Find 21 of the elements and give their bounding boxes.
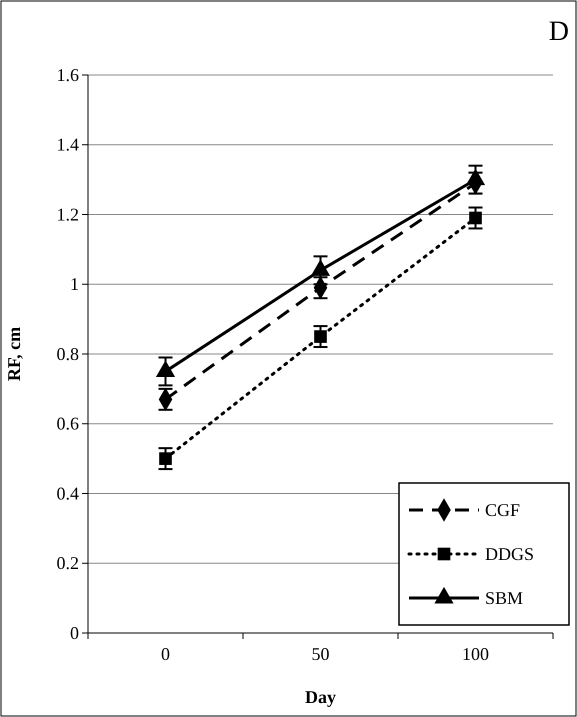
y-tick-label: 0.2 [56, 553, 79, 574]
chart-title: D [548, 16, 569, 47]
y-tick-label: 0.4 [56, 483, 79, 504]
y-axis-title: RF, cm [4, 326, 24, 382]
y-tick-label: 1.6 [56, 64, 79, 85]
y-tick-label: 0.6 [56, 414, 79, 434]
y-tick-label: 1.2 [56, 204, 79, 224]
point [469, 212, 482, 224]
legend-label: CGF [485, 500, 520, 520]
x-tick-label: 100 [462, 644, 489, 664]
y-tick-label: 0 [70, 622, 79, 643]
x-tick-label: 0 [161, 644, 170, 664]
y-tick-label: 1 [70, 274, 79, 294]
x-tick-label: 50 [312, 644, 330, 664]
y-tick-label: 0.8 [56, 344, 79, 364]
legend-label: SBM [485, 588, 524, 608]
y-tick-label: 1.4 [56, 134, 79, 155]
legend-label: DDGS [485, 544, 534, 564]
point [314, 330, 327, 343]
point [159, 452, 172, 465]
x-axis-title: Day [305, 687, 336, 707]
